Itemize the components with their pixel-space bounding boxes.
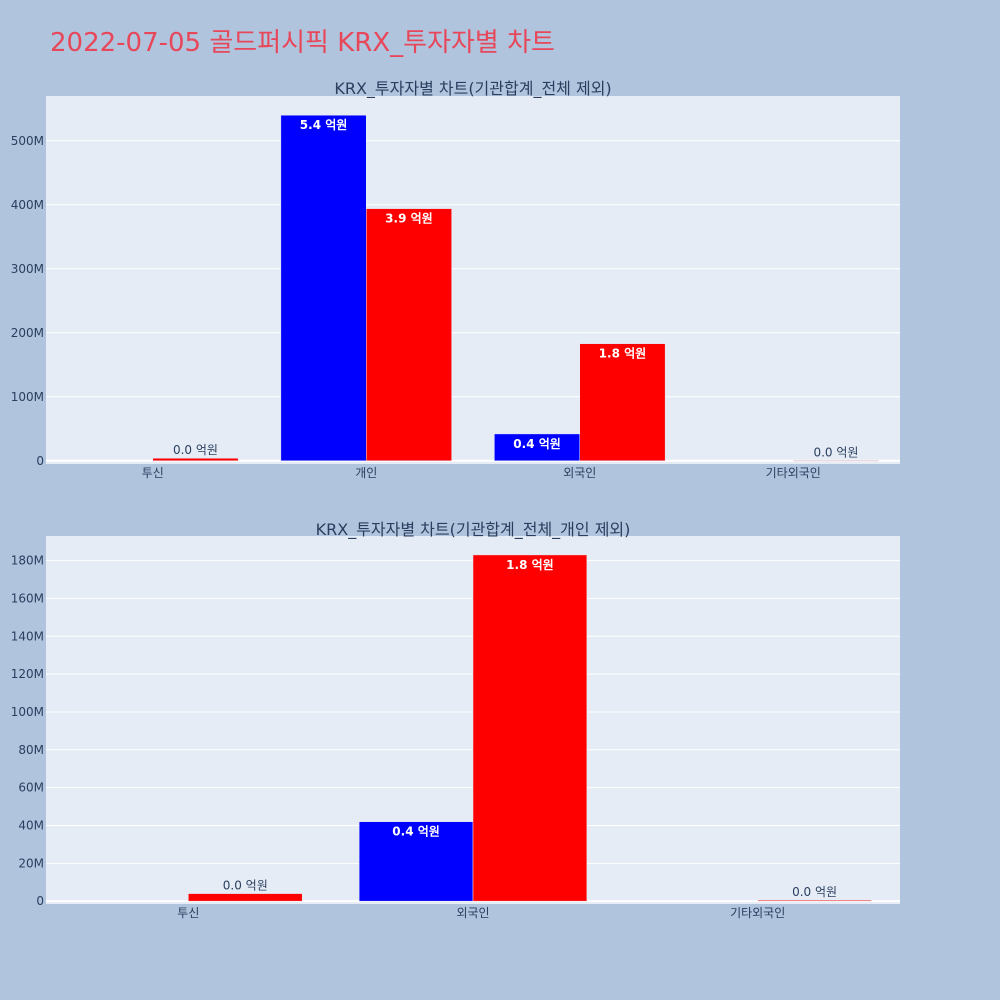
chart2-y-tick-label: 20M (18, 856, 44, 870)
chart1-y-tick-label: 500M (11, 134, 44, 148)
chart1-y-tick-label: 300M (11, 262, 44, 276)
chart1-title: KRX_투자자별 차트(기관합계_전체 제외) (334, 79, 611, 99)
chart1-y-tick-label: 0 (36, 454, 44, 468)
page-title: 2022-07-05 골드퍼시픽 KRX_투자자별 차트 (50, 28, 555, 58)
chart2-x-tick-label: 기타외국인 (730, 906, 785, 920)
chart2-y-tick-label: 40M (18, 818, 44, 832)
chart1-y-tick-label: 200M (11, 326, 44, 340)
chart1-x-tick-label: 기타외국인 (766, 466, 821, 480)
chart1-bar (280, 114, 367, 462)
chart2-y-tick-label: 0 (36, 894, 44, 908)
chart1-bar (152, 457, 239, 462)
chart1-bar (366, 208, 452, 462)
chart2-y-tick-label: 160M (11, 591, 44, 605)
chart1-data-label: 0.0 억원 (173, 443, 218, 457)
chart2-data-label: 1.8 억원 (506, 558, 554, 572)
chart2-bar (472, 554, 588, 902)
chart2-title: KRX_투자자별 차트(기관합계_전체_개인 제외) (316, 520, 631, 540)
chart1-y-tick-label: 100M (11, 390, 44, 404)
chart2-data-label: 0.0 억원 (223, 879, 268, 893)
chart2-y-tick-label: 60M (18, 781, 44, 795)
chart1-x-tick-label: 투신 (142, 466, 164, 480)
chart2-y-tick-label: 120M (11, 667, 44, 681)
chart1-data-label: 0.4 억원 (513, 437, 561, 451)
chart1-data-label: 5.4 억원 (300, 118, 348, 132)
chart1-bar (793, 460, 879, 462)
chart2-y-tick-label: 100M (11, 705, 44, 719)
chart1-data-label: 3.9 억원 (385, 212, 433, 226)
chart1-plot-area (46, 96, 900, 464)
chart2-bar (188, 893, 303, 902)
chart1-y-tick-label: 400M (11, 198, 44, 212)
chart2-y-tick-label: 80M (18, 743, 44, 757)
chart2-x-tick-label: 투신 (177, 906, 199, 920)
chart1-x-tick-label: 개인 (355, 466, 377, 480)
chart1-data-label: 1.8 억원 (599, 347, 647, 361)
chart2-data-label: 0.0 억원 (792, 885, 837, 899)
chart2-x-tick-label: 외국인 (456, 906, 489, 920)
chart2-data-label: 0.4 억원 (392, 825, 440, 839)
chart1-x-tick-label: 외국인 (563, 466, 596, 480)
chart1-data-label: 0.0 억원 (813, 445, 858, 459)
chart2-y-tick-label: 140M (11, 629, 44, 643)
chart1-bar (579, 343, 666, 462)
chart2-bar (757, 899, 872, 902)
chart2-bar (358, 821, 474, 902)
chart2-y-tick-label: 180M (11, 554, 44, 568)
